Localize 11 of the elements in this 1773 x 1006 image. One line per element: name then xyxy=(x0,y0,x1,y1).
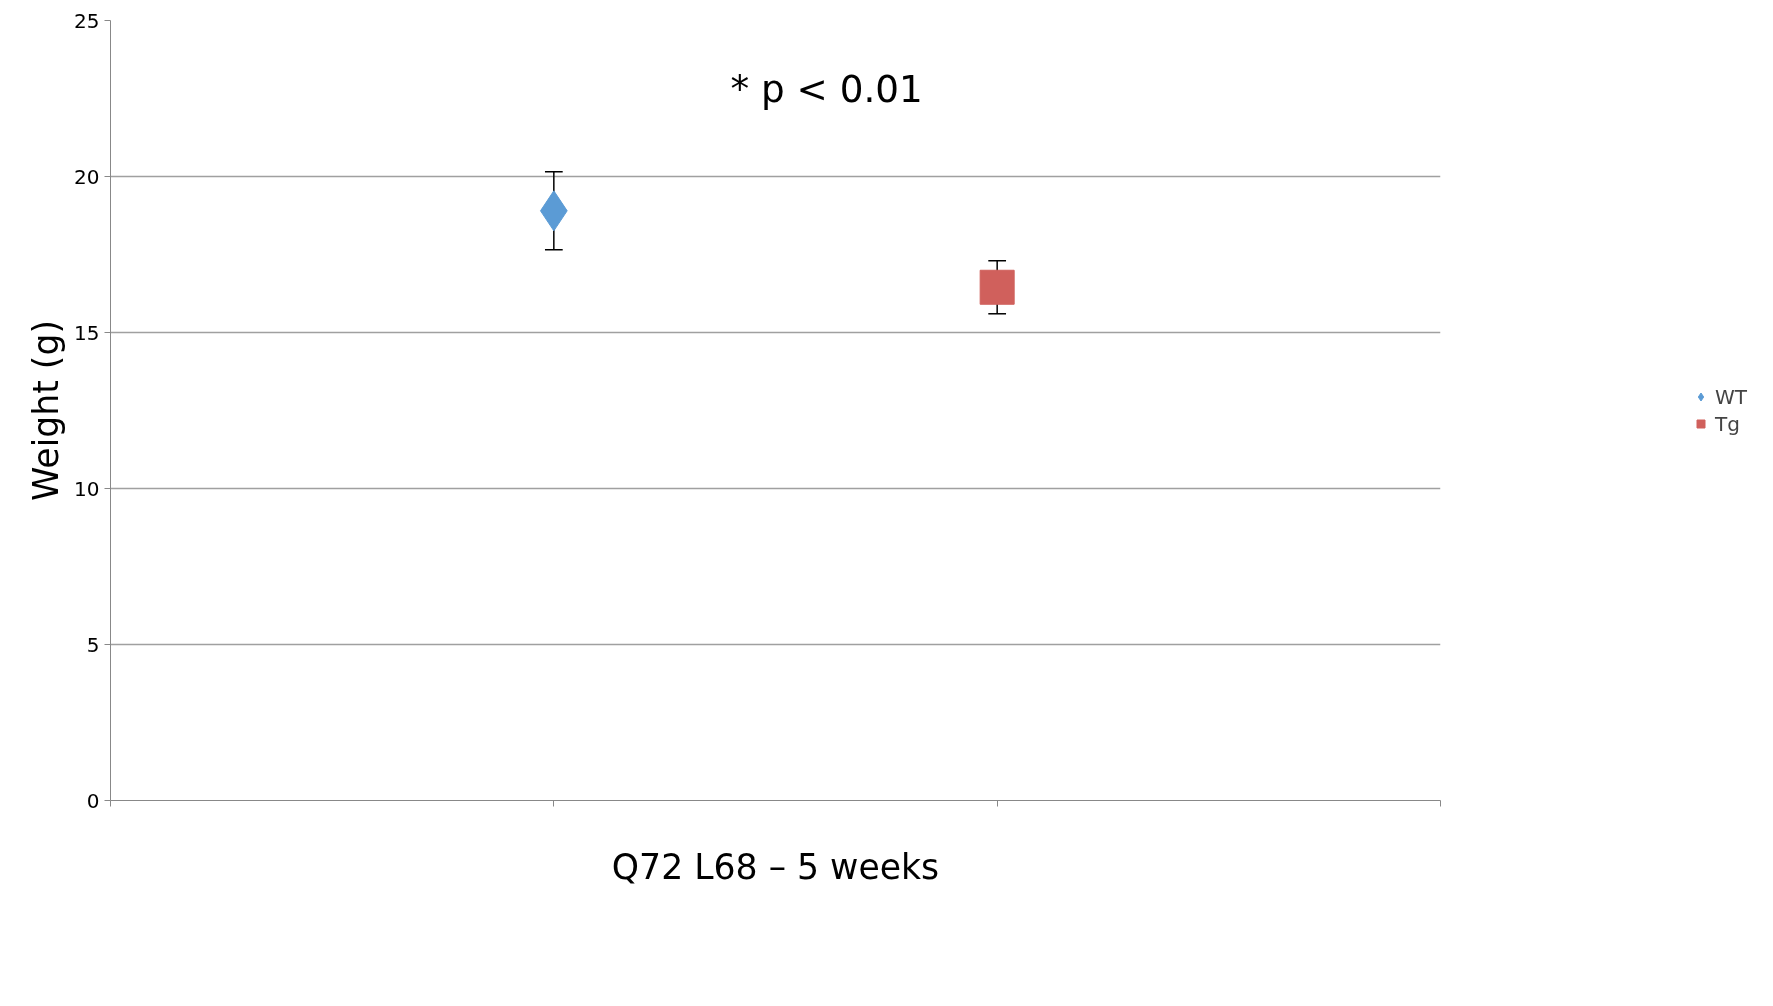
legend-label: WT xyxy=(1715,384,1747,409)
y-tick-label: 0 xyxy=(86,788,100,813)
y-tick-label: 25 xyxy=(74,8,100,33)
x-axis-title: Q72 L68 – 5 weeks xyxy=(611,846,940,887)
y-tick-label: 10 xyxy=(74,476,100,501)
y-tick-label: 5 xyxy=(86,632,100,657)
legend-label: Tg xyxy=(1715,411,1740,436)
annotation: * p < 0.01 xyxy=(730,66,923,111)
y-axis-title: Weight (g) xyxy=(26,320,67,501)
y-tick-label: 20 xyxy=(74,164,100,189)
y-tick-label: 15 xyxy=(74,320,100,345)
